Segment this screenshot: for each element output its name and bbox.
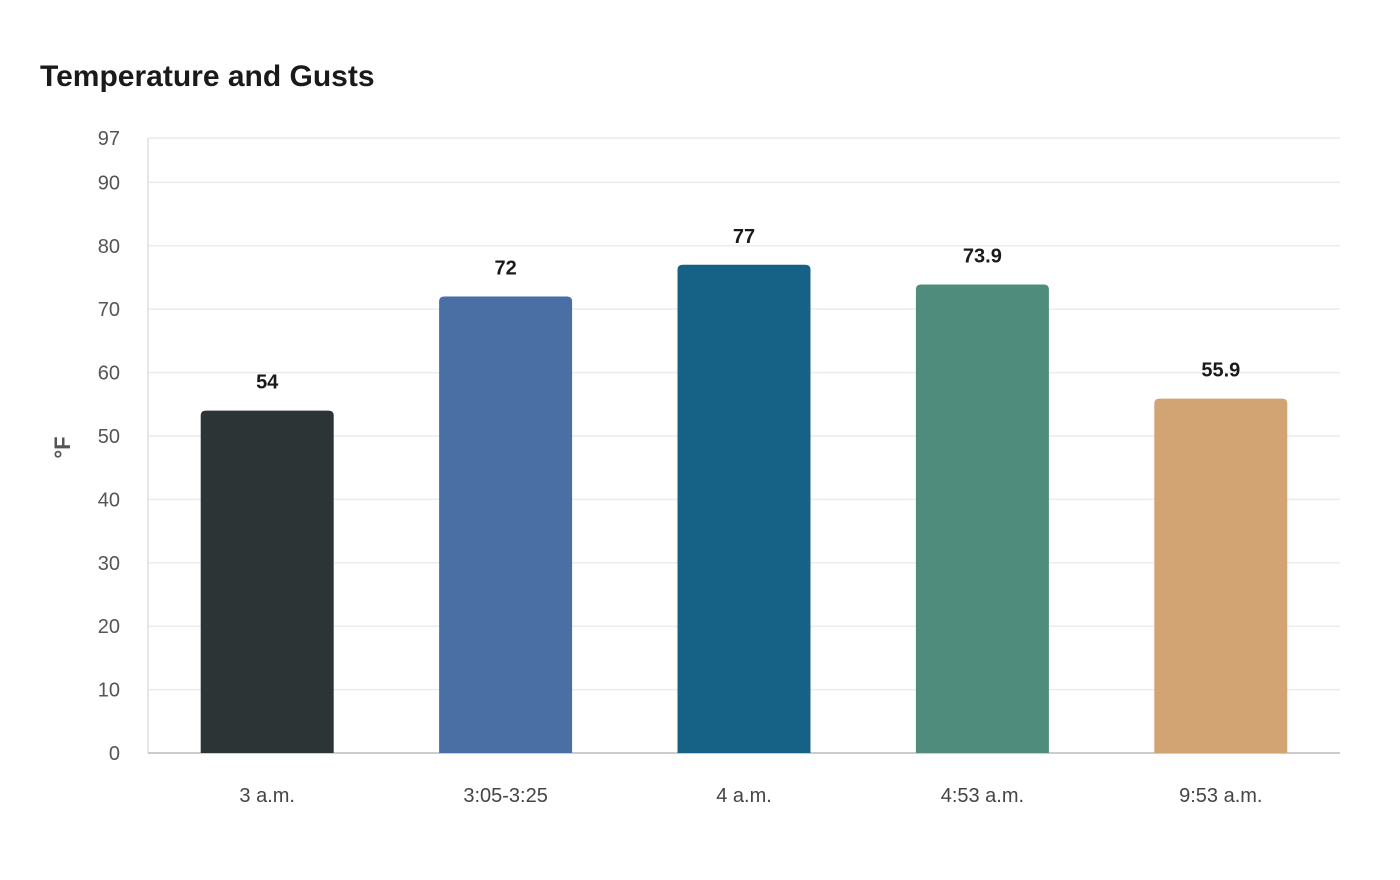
bar-1 [200,410,334,753]
data-label: 55.9 [1201,360,1240,382]
y-tick-label: 30 [98,553,120,575]
data-label: 54 [256,372,279,394]
data-label: 73.9 [963,245,1002,267]
chart-title: Temperature and Gusts [40,60,375,93]
data-labels: 54 72 77 73.9 55.9 [256,226,1240,394]
x-tick-label: 4:53 a.m. [941,785,1024,807]
x-tick-label: 3:05-3:25 [463,785,548,807]
y-tick-label: 40 [98,489,120,511]
y-tick-label: 60 [98,363,120,385]
y-tick-label: 90 [98,172,120,194]
y-tick-label: 20 [98,616,120,638]
y-tick-label: 0 [109,743,120,765]
y-tick-label: 70 [98,299,120,321]
x-tick-label: 3 a.m. [239,785,295,807]
bar-3 [677,264,811,753]
x-tick-label: 9:53 a.m. [1179,785,1262,807]
x-axis-categories: 3 a.m. 3:05-3:25 4 a.m. 4:53 a.m. 9:53 a.m. [239,785,1262,807]
bars [200,264,1288,753]
bar-4 [915,284,1049,753]
y-tick-label: 10 [98,680,120,702]
y-axis-label: °F [50,436,75,458]
y-tick-label: 50 [98,426,120,448]
data-label: 77 [733,226,755,248]
bar-5 [1154,398,1288,753]
y-tick-label: 80 [98,236,120,258]
bar-2 [439,296,573,753]
y-tick-label: 97 [98,128,120,150]
y-axis-ticks: 0 10 20 30 40 50 60 70 80 90 97 [98,128,120,765]
x-tick-label: 4 a.m. [716,785,772,807]
data-label: 72 [494,258,516,280]
